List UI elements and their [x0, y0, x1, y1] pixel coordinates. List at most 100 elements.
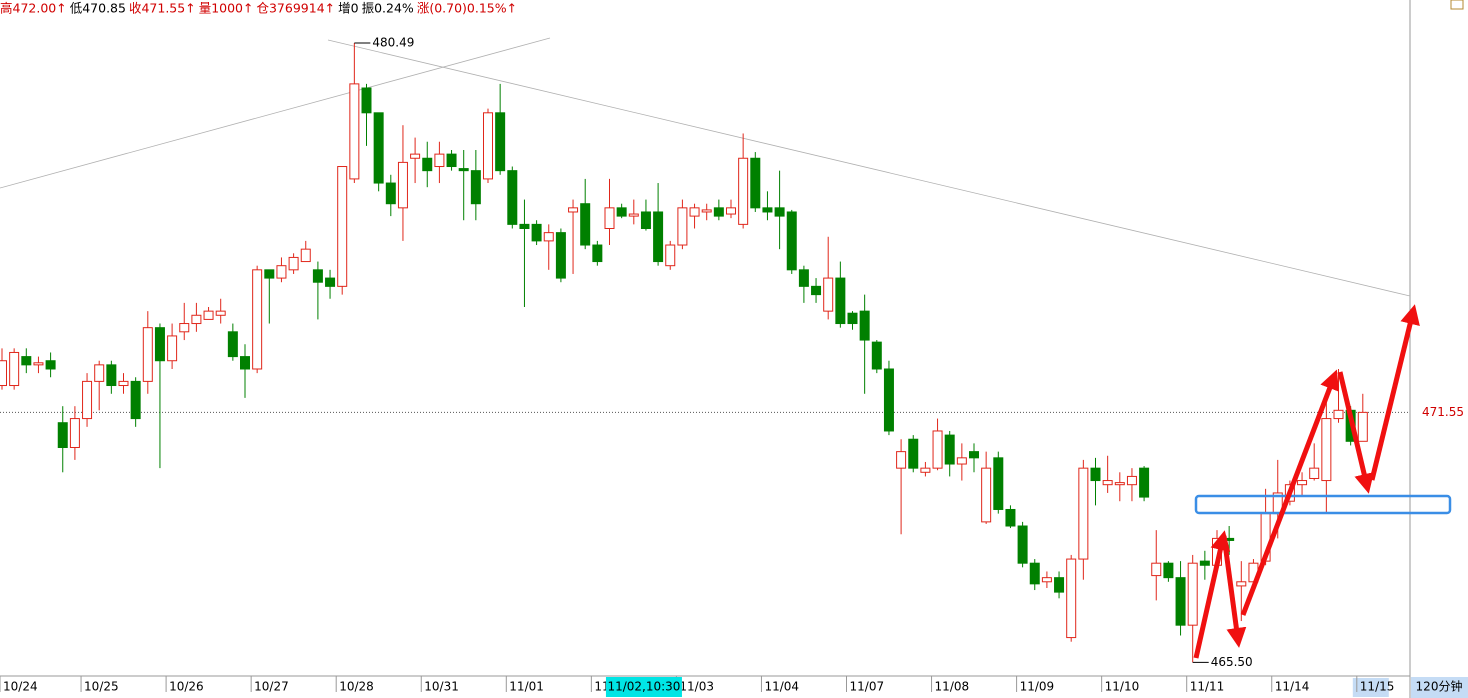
- candle-body: [45, 360, 56, 370]
- candle-body: [361, 87, 372, 114]
- extreme-label: 480.49: [372, 35, 414, 49]
- x-tick-label: 11/09: [1020, 680, 1055, 694]
- candle-body: [130, 380, 141, 420]
- candle-body: [1054, 577, 1065, 593]
- candle-body: [434, 153, 445, 168]
- candle-body: [458, 168, 469, 172]
- candle-body: [531, 223, 542, 242]
- candle-body: [981, 467, 992, 523]
- candle-body: [470, 170, 481, 205]
- candle-body: [738, 157, 749, 225]
- candle-body: [1139, 467, 1150, 498]
- x-tick-label: 10/25: [84, 680, 119, 694]
- candle-body: [1041, 577, 1052, 583]
- candle-body: [1066, 558, 1077, 639]
- trend-line: [327, 39, 1411, 297]
- candle-body: [483, 112, 493, 180]
- candle-body: [179, 323, 190, 333]
- period-bg: [1411, 677, 1468, 698]
- candle-body: [543, 232, 554, 242]
- x-tick-label: 10/28: [339, 680, 374, 694]
- candle-body: [1078, 467, 1089, 560]
- candle-body: [677, 207, 688, 246]
- candle-body: [580, 203, 591, 246]
- x-tick-label: 11/07: [850, 680, 885, 694]
- info-item: 收471.55↑: [129, 1, 196, 16]
- candle-body: [786, 211, 797, 271]
- candle-body: [94, 364, 105, 382]
- candle-body: [1236, 581, 1247, 587]
- candle-body: [410, 153, 421, 159]
- arrow: [1193, 530, 1231, 659]
- extreme-label: 465.50: [1211, 655, 1253, 669]
- candle-body: [397, 161, 408, 209]
- x-tick-label: 11/04: [764, 680, 799, 694]
- info-bar: 高472.00↑ 低470.85 收471.55↑ 量1000↑ 仓3769914↑ 增0…: [0, 1, 517, 16]
- candle-body: [203, 310, 214, 320]
- candle-body: [811, 285, 822, 296]
- support-box: [1194, 494, 1452, 515]
- x-tick-label: 10/31: [424, 680, 459, 694]
- candle-body: [1017, 525, 1028, 564]
- x-tick-label: 11/14: [1275, 680, 1310, 694]
- candle-body: [871, 341, 882, 370]
- period-label: 120分钟: [1416, 679, 1463, 694]
- arrows: [1193, 304, 1420, 659]
- candle-body: [628, 213, 639, 217]
- candle-body: [373, 112, 384, 184]
- candle-body: [1309, 467, 1320, 479]
- candle-body: [1102, 480, 1113, 486]
- candle-body: [288, 256, 299, 271]
- selected-date-bg: [1352, 678, 1389, 697]
- candle-body: [604, 207, 615, 230]
- candle-body: [1163, 562, 1174, 579]
- candle-body: [1175, 577, 1186, 626]
- candle-body: [1126, 475, 1137, 486]
- x-tick-label: 11/03: [679, 680, 714, 694]
- x-tick-label: 10/24: [3, 680, 38, 694]
- candle-body: [349, 83, 360, 180]
- candle-body: [300, 248, 311, 263]
- plot-area: 471.55 480.49 465.50: [0, 35, 1464, 669]
- candle-body: [1187, 562, 1198, 626]
- corner-icon[interactable]: [1450, 0, 1464, 10]
- cursor-label: 11/02,10:30: [607, 680, 680, 694]
- candle-body: [726, 207, 736, 215]
- candle-body: [859, 310, 870, 341]
- info-item: 涨(0.70)0.15%↑: [417, 1, 517, 16]
- candle-body: [798, 269, 809, 287]
- candle-body: [1090, 467, 1101, 482]
- candle-body: [701, 209, 712, 213]
- candle-body: [33, 362, 44, 366]
- candle-body: [106, 364, 117, 387]
- candle-body: [519, 223, 530, 230]
- candle-body: [1321, 418, 1332, 482]
- candle-body: [592, 244, 603, 263]
- x-tick-label: 11/08: [935, 680, 970, 694]
- candle-body: [1297, 480, 1308, 486]
- candle-body: [167, 335, 178, 362]
- candle-body: [835, 277, 846, 325]
- x-tick-label: 11/10: [1105, 680, 1140, 694]
- candle-body: [713, 207, 724, 217]
- x-tick-label: 10/26: [169, 680, 204, 694]
- info-item: 低470.85: [70, 1, 126, 16]
- candle-body: [774, 207, 785, 217]
- candle-body: [750, 157, 761, 209]
- candle-body: [9, 351, 20, 387]
- candle-body: [823, 277, 834, 312]
- x-tick-label: 11/01: [509, 680, 544, 694]
- candle-body: [568, 207, 579, 213]
- candle-body: [264, 269, 275, 279]
- trend-line: [0, 37, 551, 189]
- candle-body: [944, 434, 955, 465]
- candle-body: [1333, 409, 1344, 420]
- candle-body: [932, 430, 943, 469]
- candle-body: [762, 207, 773, 213]
- x-tick-label: 10/27: [254, 680, 289, 694]
- candle-body: [0, 360, 7, 387]
- x-tick-label: 11/11: [1190, 680, 1225, 694]
- candle-body: [142, 327, 153, 382]
